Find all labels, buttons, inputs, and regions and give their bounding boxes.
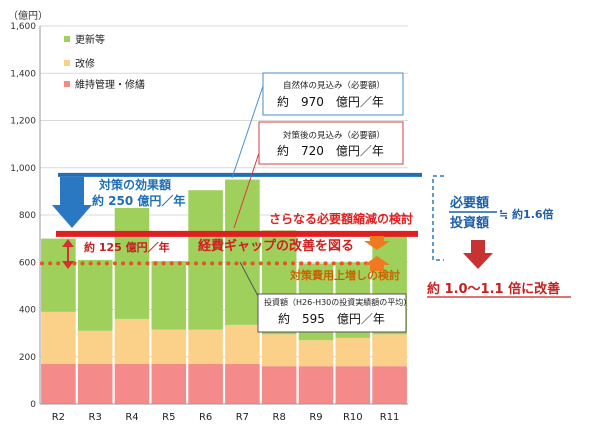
y-tick-label: 600 xyxy=(19,258,36,268)
bar-segment-repair xyxy=(188,329,223,364)
bar-segment-maintenance xyxy=(151,363,187,404)
effect-arrow-icon xyxy=(52,177,92,228)
callout-after: 対策後の見込み（必要額） 約 720 億円／年 xyxy=(258,121,404,165)
ratio-value: ≒ 約1.6倍 xyxy=(499,207,554,221)
legend-swatch-renewal xyxy=(64,36,70,42)
x-tick-label: R8 xyxy=(273,412,286,423)
bar-segment-repair xyxy=(261,334,297,367)
bar-segment-repair xyxy=(372,334,407,367)
x-tick-label: R9 xyxy=(309,412,322,423)
bar-segment-renewal xyxy=(77,259,113,331)
bar-segment-maintenance xyxy=(114,363,150,404)
callout-connector-invest xyxy=(239,261,259,297)
y-tick-label: 200 xyxy=(19,353,36,363)
callout-after-title: 対策後の見込み（必要額） xyxy=(283,130,385,141)
x-tick-label: R4 xyxy=(125,412,138,423)
x-tick-label: R7 xyxy=(236,412,249,423)
bar-segment-repair xyxy=(335,337,371,367)
gap-amount: 約 125 億円／年 xyxy=(84,240,170,254)
effect-amount: 約 250 億円／年 xyxy=(92,193,185,208)
bar-segment-maintenance xyxy=(372,366,407,404)
y-tick-label: 1,000 xyxy=(10,164,36,174)
bar-segment-maintenance xyxy=(261,366,297,404)
x-tick-label: R11 xyxy=(380,412,400,423)
bar-segment-maintenance xyxy=(188,363,223,404)
bar-segment-renewal xyxy=(151,261,187,330)
effect-label: 対策の効果額 xyxy=(98,177,171,192)
bar-segment-maintenance xyxy=(41,363,76,404)
bar-segment-renewal xyxy=(188,190,223,330)
x-tick-label: R3 xyxy=(89,412,102,423)
ratio-bracket xyxy=(432,175,444,261)
y-tick-label: 800 xyxy=(19,211,36,221)
x-tick-label: R10 xyxy=(343,412,363,423)
bar-segment-maintenance xyxy=(298,366,334,404)
axis-layer: 0 200 400 600 800 1,000 1,200 1,400 1,600 R2 R3 R4 R… xyxy=(10,22,408,423)
callout-connector-required xyxy=(231,85,264,179)
bar-segment-maintenance xyxy=(335,366,371,404)
y-tick-label: 1,200 xyxy=(10,117,36,127)
x-tick-label: R5 xyxy=(162,412,175,423)
further-reduction-label: さらなる必要額縮減の検討 xyxy=(269,211,413,226)
callout-invest-value: 約 595 億円／年 xyxy=(278,311,385,326)
callout-connector-after xyxy=(233,149,261,229)
ratio-numerator: 必要額 xyxy=(449,195,489,211)
bar-segment-repair xyxy=(41,311,76,364)
result-label: 約 1.0〜1.1 倍に改善 xyxy=(427,281,560,297)
legend-label-repair: 改修 xyxy=(75,57,95,70)
reduction-arrow-icon xyxy=(364,236,390,250)
callout-invest: 投資額（H26-H30の投資実績額の平均） 約 595 億円／年 xyxy=(257,293,411,333)
legend-label-maintenance: 維持管理・修繕 xyxy=(75,78,145,91)
x-tick-label: R2 xyxy=(52,412,65,423)
increase-arrow-icon xyxy=(364,256,390,271)
legend: 更新等 改修 維持管理・修繕 xyxy=(64,33,145,91)
bar-segment-repair xyxy=(114,318,150,364)
improve-gap-label: 経費ギャップの改善を図る xyxy=(198,238,354,254)
callout-required-title: 自然体の見込み（必要額） xyxy=(283,80,385,91)
callout-required: 自然体の見込み（必要額） 約 970 億円／年 xyxy=(262,72,404,116)
bar-segment-repair xyxy=(151,329,187,364)
bar-layer xyxy=(41,179,407,404)
x-tick-label: R6 xyxy=(199,412,212,423)
legend-swatch-repair xyxy=(64,60,70,66)
bar-segment-renewal xyxy=(41,238,76,312)
legend-label-renewal: 更新等 xyxy=(75,33,105,46)
gap-double-arrow-icon xyxy=(62,239,74,269)
y-tick-label: 400 xyxy=(19,306,36,316)
callout-after-value: 約 720 億円／年 xyxy=(277,143,384,158)
y-axis-unit-label: （億円） xyxy=(8,9,48,22)
bar-segment-maintenance xyxy=(225,363,260,404)
y-tick-label: 1,600 xyxy=(10,22,36,32)
callout-required-value: 約 970 億円／年 xyxy=(277,94,384,109)
y-tick-label: 1,400 xyxy=(10,69,36,79)
result-arrow-icon xyxy=(463,240,493,269)
bar-segment-repair xyxy=(225,324,260,364)
cost-increase-label: 対策費用上増しの検討 xyxy=(289,268,400,282)
ratio-denominator: 投資額 xyxy=(450,215,489,231)
bar-segment-maintenance xyxy=(77,363,113,404)
y-tick-label: 0 xyxy=(30,400,36,410)
bar-segment-repair xyxy=(77,330,113,364)
legend-swatch-maintenance xyxy=(64,81,70,87)
bar-segment-repair xyxy=(298,340,334,367)
callout-invest-title: 投資額（H26-H30の投資実績額の平均） xyxy=(264,297,411,307)
